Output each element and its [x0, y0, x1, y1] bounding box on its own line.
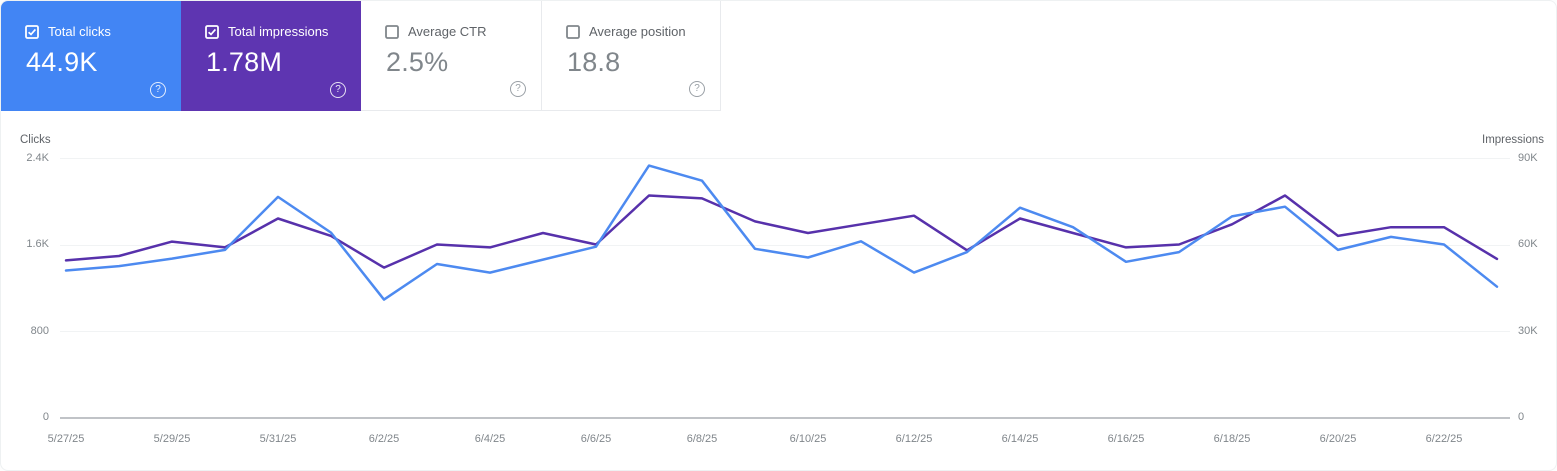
- help-icon[interactable]: ?: [510, 81, 526, 97]
- y-axis-tick-left: 0: [42, 411, 49, 423]
- y-axis-tick-left: 800: [30, 324, 49, 337]
- metric-card-header: Average CTR: [385, 25, 487, 39]
- metric-card-label: Average CTR: [408, 24, 487, 39]
- gridline: [60, 158, 1510, 159]
- x-axis-tick: 6/2/25: [368, 433, 400, 445]
- y-axis-tick-right: 60K: [1518, 238, 1538, 250]
- x-axis-tick: 6/12/25: [895, 433, 933, 445]
- x-axis-tick: 5/31/25: [259, 433, 297, 445]
- y-axis-tick-right: 90K: [1518, 151, 1538, 164]
- metric-card-value: 44.9K: [26, 47, 98, 77]
- metric-card-total-impressions[interactable]: Total impressions 1.78M ?: [181, 1, 361, 111]
- x-axis-tick: 6/18/25: [1213, 433, 1251, 445]
- metric-card-header: Total clicks: [25, 25, 111, 39]
- right-axis-title: Impressions: [1482, 134, 1544, 146]
- x-axis-tick: 6/8/25: [686, 433, 718, 445]
- x-axis-tick: 5/29/25: [153, 433, 191, 445]
- metric-card-label: Total impressions: [228, 24, 329, 39]
- help-icon[interactable]: ?: [150, 82, 166, 98]
- x-axis-tick: 6/20/25: [1319, 433, 1357, 445]
- y-axis-tick-left: 1.6K: [26, 238, 49, 250]
- metric-card-header: Total impressions: [205, 25, 328, 39]
- metric-card-average-ctr[interactable]: Average CTR 2.5% ?: [361, 1, 541, 111]
- metric-card-value: 1.78M: [206, 47, 283, 77]
- metric-card-label: Average position: [589, 24, 686, 39]
- metric-card-average-position[interactable]: Average position 18.8 ?: [541, 1, 721, 111]
- y-axis-tick-right: 30K: [1518, 324, 1538, 337]
- help-icon[interactable]: ?: [330, 82, 346, 98]
- checkbox-checked-icon[interactable]: [205, 25, 219, 39]
- help-icon[interactable]: ?: [689, 81, 705, 97]
- metric-card-header: Average position: [566, 25, 686, 39]
- x-axis-tick: 5/27/25: [47, 433, 85, 445]
- metric-card-total-clicks[interactable]: Total clicks 44.9K ?: [1, 1, 181, 111]
- x-axis-line: [60, 416, 1510, 419]
- checkbox-unchecked-icon[interactable]: [385, 25, 399, 39]
- left-axis-title: Clicks: [20, 134, 51, 146]
- gridline: [60, 331, 1510, 332]
- metric-card-value: 18.8: [567, 47, 621, 77]
- x-axis-tick: 6/10/25: [789, 433, 827, 445]
- y-axis-tick-right: 0: [1518, 411, 1525, 423]
- series-line-impressions: [64, 194, 1499, 269]
- x-axis-tick: 6/4/25: [474, 433, 506, 445]
- gridline: [60, 244, 1510, 246]
- x-axis-tick: 6/16/25: [1107, 433, 1145, 445]
- metric-card-label: Total clicks: [48, 24, 111, 39]
- checkbox-unchecked-icon[interactable]: [566, 25, 580, 39]
- y-axis-tick-left: 2.4K: [26, 151, 49, 164]
- metric-card-value: 2.5%: [386, 47, 449, 77]
- x-axis-tick: 6/22/25: [1425, 433, 1463, 445]
- checkbox-checked-icon[interactable]: [25, 25, 39, 39]
- x-axis-tick: 6/14/25: [1001, 433, 1039, 445]
- series-line-clicks: [64, 164, 1499, 301]
- x-axis-tick: 6/6/25: [580, 433, 612, 445]
- metrics-cards-row: Total clicks 44.9K ? Total impressions 1…: [1, 1, 1556, 111]
